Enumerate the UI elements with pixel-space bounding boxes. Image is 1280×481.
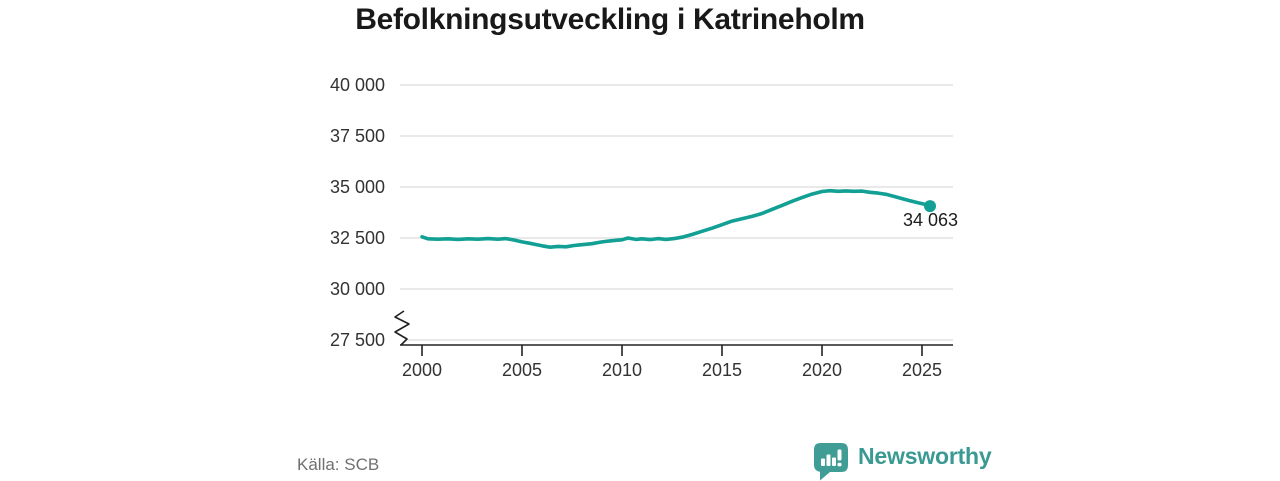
y-axis-tick-label: 40 000 <box>329 75 385 95</box>
last-value-label: 34 063 <box>902 210 958 230</box>
x-axis-tick-label: 2000 <box>401 360 443 380</box>
y-axis-tick-label: 32 500 <box>329 228 385 248</box>
y-axis-tick-label: 27 500 <box>329 330 385 350</box>
x-axis <box>400 344 953 356</box>
newsworthy-branding: Newsworthy <box>812 441 992 481</box>
y-axis-tick-label: 30 000 <box>329 279 385 299</box>
y-axis-break-icon <box>394 310 410 346</box>
x-axis-tick-label: 2020 <box>801 360 843 380</box>
speech-bubble-shape <box>814 443 848 481</box>
y-axis-tick-label: 37 500 <box>329 126 385 146</box>
chart-header: Befolkningsutveckling i Katrineholm <box>0 3 1220 37</box>
x-axis-tick-label: 2015 <box>701 360 743 380</box>
newsworthy-wordmark: Newsworthy <box>858 443 992 469</box>
mini-bar-chart-icon <box>821 449 842 467</box>
x-axis-tick-label: 2010 <box>601 360 643 380</box>
page-title: Befolkningsutveckling i Katrineholm <box>355 3 865 36</box>
y-axis-tick-label: 35 000 <box>329 177 385 197</box>
newsworthy-logo-icon <box>814 443 848 481</box>
source-caption: Källa: SCB <box>297 455 380 474</box>
x-axis-tick-label: 2005 <box>501 360 543 380</box>
x-axis-tick-label: 2025 <box>901 360 943 380</box>
